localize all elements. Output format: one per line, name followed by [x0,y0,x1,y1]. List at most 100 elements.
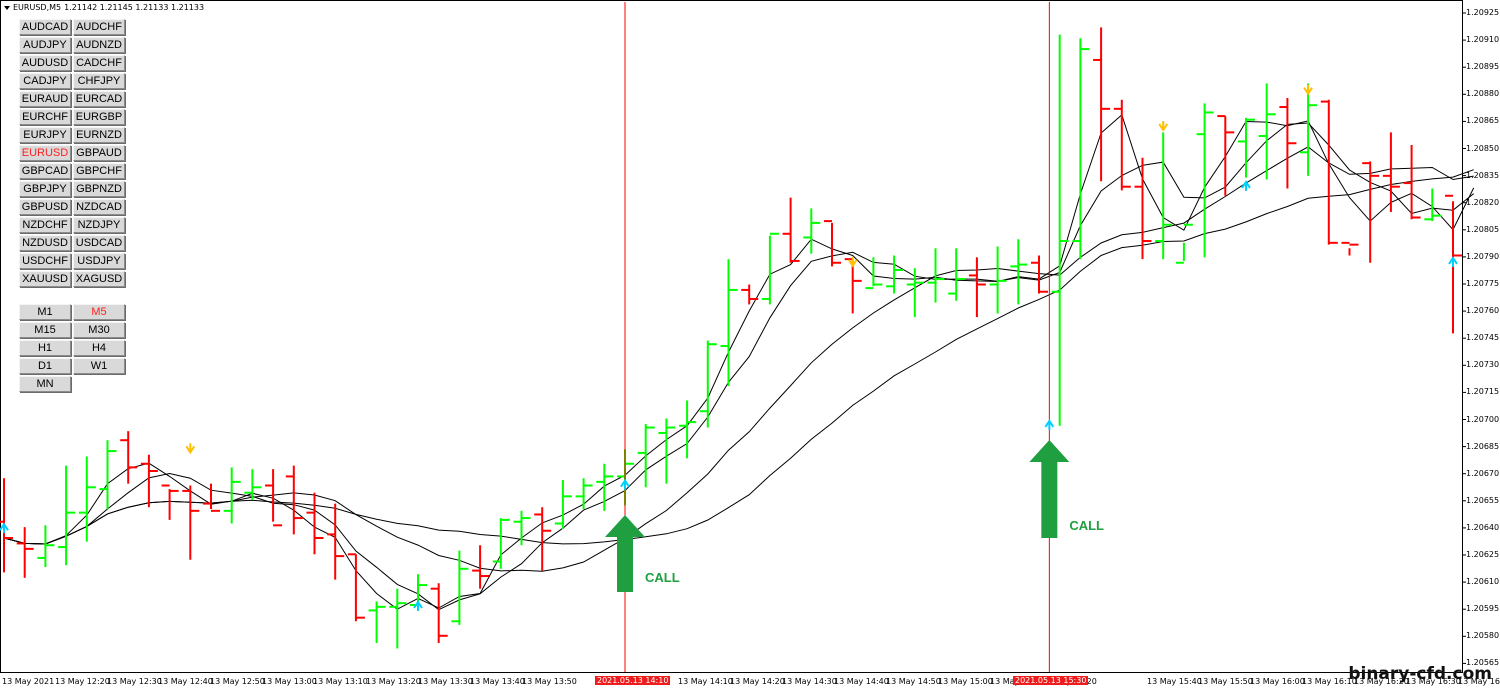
time-axis-label: 13 May 12:50 [210,677,265,686]
price-axis-label: 1.20775 [1466,279,1500,288]
time-axis-label: 13 May 16:40 [1458,677,1500,686]
timeframe-button-m30[interactable]: M30 [73,322,125,338]
symbol-button-euraud[interactable]: EURAUD [19,91,71,107]
price-axis-label: 1.20910 [1466,35,1500,45]
time-axis-label: 13 May 15:40 [1147,677,1202,686]
timeframe-button-h1[interactable]: H1 [19,340,71,356]
chart-title: EURUSD,M5 1.21142 1.21145 1.21133 1.2113… [4,3,204,12]
price-axis-label: 1.20715 [1466,387,1500,397]
price-axis-label: 1.20640 [1466,522,1500,532]
symbol-button-cadchf[interactable]: CADCHF [73,55,125,71]
symbol-button-audcad[interactable]: AUDCAD [19,19,71,35]
symbol-button-chfjpy[interactable]: CHFJPY [73,73,125,89]
time-axis-label: 13 May 16:10 [1302,677,1357,686]
time-axis-label: 13 May 14:50 [886,677,941,686]
time-axis-highlight: 2021.05.13 14:10 [595,676,671,685]
price-axis-label: 1.20850 [1466,143,1500,153]
time-axis-label: 13 May 13:50 [522,677,577,686]
price-axis-label: 1.20895 [1466,62,1500,72]
symbol-button-eurgbp[interactable]: EURGBP [73,109,125,125]
timeframe-button-w1[interactable]: W1 [73,358,125,374]
symbol-button-nzdchf[interactable]: NZDCHF [19,217,71,233]
up-marker-icon [1241,180,1251,191]
symbol-button-eurusd[interactable]: EURUSD [19,145,71,161]
price-axis-label: 1.20610 [1466,577,1500,587]
timeframe-button-m15[interactable]: M15 [19,322,71,338]
down-marker-icon [185,443,196,455]
price-axis-label: 1.20655 [1466,495,1500,505]
price-axis-label: 1.20820 [1466,197,1500,207]
symbol-button-eurcad[interactable]: EURCAD [73,91,125,107]
call-signal-label: CALL [1069,518,1105,533]
time-axis-label: 13 May 14:40 [834,677,889,686]
price-axis-label: 1.20595 [1466,604,1500,614]
watermark: binary-cfd.com [1348,664,1492,684]
symbol-button-usdjpy[interactable]: USDJPY [73,253,125,269]
down-marker-icon [1303,84,1313,96]
price-axis-label: 1.20760 [1466,306,1500,316]
time-axis-highlight: 2021.05.13 15:30 [1013,676,1089,685]
time-axis-label: 13 May 13:20 [366,677,421,686]
time-axis-label: 13 May 14:10 [678,677,733,686]
symbol-button-gbpusd[interactable]: GBPUSD [19,199,71,215]
symbol-button-xauusd[interactable]: XAUUSD [19,271,71,287]
symbol-button-audnzd[interactable]: AUDNZD [73,37,125,53]
symbol-button-usdchf[interactable]: USDCHF [19,253,71,269]
symbol-button-gbpnzd[interactable]: GBPNZD [73,181,125,197]
timeframe-button-m1[interactable]: M1 [19,304,71,320]
price-axis-label: 1.20580 [1466,631,1500,641]
down-marker-icon [1158,120,1169,132]
symbol-button-xagusd[interactable]: XAGUSD [73,271,125,287]
timeframe-button-mn[interactable]: MN [19,376,71,392]
symbol-button-nzdusd[interactable]: NZDUSD [19,235,71,251]
symbol-button-audjpy[interactable]: AUDJPY [19,37,71,53]
ma-slow-line [3,146,1474,572]
ma-fast-line [3,114,1475,610]
symbol-button-gbpchf[interactable]: GBPCHF [73,163,125,179]
time-axis-label: 13 May 12:30 [107,677,162,686]
price-axis-label: 1.20835 [1466,170,1500,180]
symbol-button-nzdjpy[interactable]: NZDJPY [73,217,125,233]
chart-menu-icon[interactable] [4,5,10,10]
chart-symbol-timeframe: EURUSD,M5 [13,3,62,12]
up-marker-icon [620,478,630,490]
price-axis-label: 1.20805 [1466,224,1500,234]
symbol-button-gbpcad[interactable]: GBPCAD [19,163,71,179]
symbol-button-audchf[interactable]: AUDCHF [73,19,125,35]
time-axis-label: 13 May 12:20 [55,677,110,686]
symbol-button-gbpaud[interactable]: GBPAUD [73,145,125,161]
call-signal-label: CALL [645,570,680,585]
down-marker-icon [847,256,858,268]
symbol-button-eurjpy[interactable]: EURJPY [19,127,71,143]
price-axis-label: 1.20880 [1466,89,1500,99]
time-axis-label: 13 May 14:30 [782,677,837,686]
timeframe-button-h4[interactable]: H4 [73,340,125,356]
symbol-button-cadjpy[interactable]: CADJPY [19,73,71,89]
symbol-button-eurnzd[interactable]: EURNZD [73,127,125,143]
price-axis-label: 1.20790 [1466,251,1500,261]
plot-frame [0,0,1463,673]
price-axis-label: 1.20685 [1466,441,1500,451]
symbol-button-eurchf[interactable]: EURCHF [19,109,71,125]
time-axis-label: 13 May 16:20 [1354,677,1409,686]
price-axis-label: 1.20730 [1466,360,1500,370]
symbol-button-audusd[interactable]: AUDUSD [19,55,71,71]
time-axis-label: 13 May 13:10 [313,677,368,686]
price-axis-label: 1.20625 [1466,550,1500,559]
symbol-button-gbpjpy[interactable]: GBPJPY [19,181,71,197]
time-axis-label: 13 May 2021 [2,677,55,686]
up-marker-icon [1448,256,1458,267]
symbol-button-usdcad[interactable]: USDCAD [73,235,125,251]
time-axis-label: 13 May 16:30 [1406,677,1461,686]
time-axis-label: 13 May 13:40 [470,677,525,686]
call-arrow-icon [605,515,645,592]
time-axis-label: 13 May 15:00 [938,677,993,686]
time-axis-label: 13 May 15:50 [1198,677,1253,686]
ma-medium-line [3,122,1475,611]
timeframe-button-d1[interactable]: D1 [19,358,71,374]
symbol-button-nzdcad[interactable]: NZDCAD [73,199,125,215]
time-axis-label: 13 May 16:00 [1250,677,1305,686]
timeframe-button-m5[interactable]: M5 [73,304,125,320]
